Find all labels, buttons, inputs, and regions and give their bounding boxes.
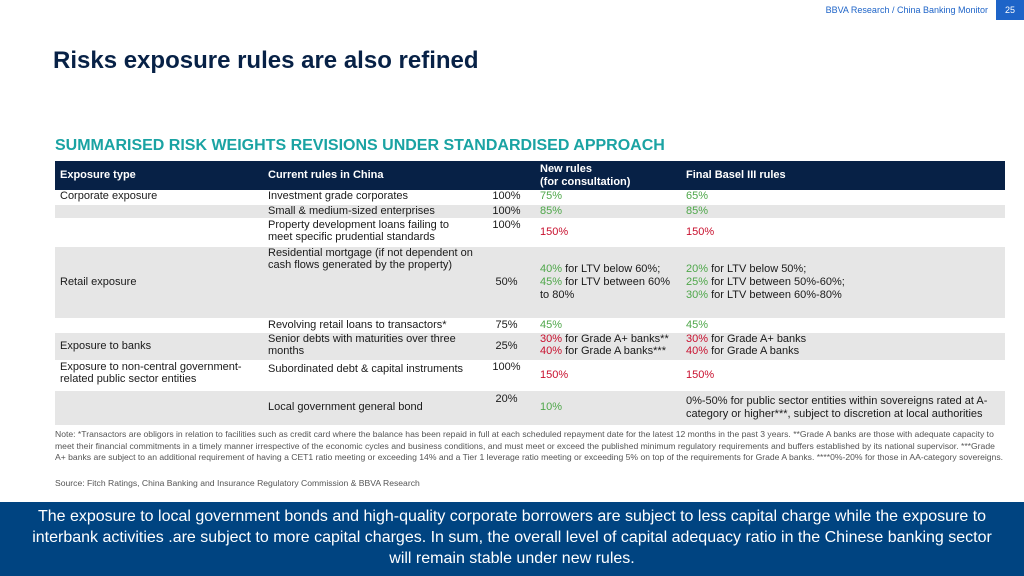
- final-rule-cell: 65%: [681, 190, 1005, 205]
- new-rule-text: to 80%: [540, 288, 575, 301]
- current-weight-cell: 100%: [478, 218, 535, 247]
- table-row: Property development loans failing to me…: [55, 218, 1005, 247]
- new-rule-text: for LTV below 60%;: [562, 263, 661, 276]
- table-header-row: Exposure type Current rules in China New…: [55, 161, 1005, 191]
- new-rule-cell: 30% for Grade A+ banks** 40% for Grade A…: [535, 332, 681, 361]
- header-new-rules-line2: (for consultation): [540, 175, 631, 188]
- footnote: Note: *Transactors are obligors in relat…: [55, 429, 1004, 463]
- table-row: Local government general bond 20% 10% 0%…: [55, 390, 1005, 426]
- new-rule-cell: 150%: [535, 218, 681, 247]
- final-rule-pct: 30%: [686, 288, 709, 301]
- current-weight-cell: 50%: [478, 246, 535, 319]
- final-rule-cell: 45%: [681, 318, 1005, 333]
- header-final-basel: Final Basel III rules: [681, 161, 1005, 191]
- new-rule-pct: 45%: [540, 275, 563, 288]
- page-title: Risks exposure rules are also refined: [53, 47, 479, 74]
- table-row: Exposure to non-central government-relat…: [55, 360, 1005, 391]
- header-new-rules-line1: New rules: [540, 163, 592, 175]
- current-weight-cell: 100%: [478, 204, 535, 219]
- current-rule-cell: Residential mortgage (if not dependent o…: [263, 246, 478, 319]
- page-number: 25: [996, 0, 1024, 20]
- final-rule-pct: 40%: [686, 345, 709, 358]
- new-rule-cell: 75%: [535, 190, 681, 205]
- current-rule-cell: Local government general bond: [263, 390, 478, 426]
- new-rule-cell: 150%: [535, 360, 681, 391]
- new-rule-cell: 10%: [535, 390, 681, 426]
- new-rule-text: for Grade A banks***: [562, 345, 666, 358]
- header-exposure-type: Exposure type: [55, 161, 263, 191]
- section-title: SUMMARISED RISK WEIGHTS REVISIONS UNDER …: [55, 137, 665, 154]
- new-rule-pct: 30%: [540, 332, 563, 345]
- exposure-cell: [55, 390, 263, 426]
- current-rule-cell: Small & medium-sized enterprises: [263, 204, 478, 219]
- final-rule-text: for LTV between 50%-60%;: [708, 275, 845, 288]
- header-current-rules: Current rules in China: [263, 161, 535, 191]
- new-rule-pct: 40%: [540, 345, 563, 358]
- new-rule-text: for Grade A+ banks**: [562, 332, 669, 345]
- exposure-cell: Corporate exposure: [55, 190, 263, 205]
- final-rule-pct: 30%: [686, 332, 709, 345]
- risk-weights-table: Exposure type Current rules in China New…: [55, 161, 1005, 426]
- new-rule-text: for LTV between 60%: [562, 275, 671, 288]
- table-row: Retail exposure Residential mortgage (if…: [55, 246, 1005, 319]
- new-rule-cell: 85%: [535, 204, 681, 219]
- current-rule-cell: Senior debts with maturities over three …: [263, 332, 478, 361]
- current-weight-cell: 100%: [478, 360, 535, 391]
- new-rule-cell: 45%: [535, 318, 681, 333]
- final-rule-cell: 85%: [681, 204, 1005, 219]
- final-rule-cell: 0%-50% for public sector entities within…: [681, 390, 1005, 426]
- final-rule-cell: 20% for LTV below 50%; 25% for LTV betwe…: [681, 246, 1005, 319]
- header-new-rules: New rules (for consultation): [535, 161, 681, 191]
- exposure-cell: Exposure to non-central government-relat…: [55, 360, 263, 391]
- current-rule-cell: Subordinated debt & capital instruments: [263, 360, 478, 391]
- final-rule-text: for Grade A+ banks: [708, 332, 807, 345]
- exposure-cell: [55, 318, 263, 333]
- top-header: BBVA Research / China Banking Monitor 25: [826, 0, 1024, 20]
- current-weight-cell: 100%: [478, 190, 535, 205]
- table-row: Revolving retail loans to transactors* 7…: [55, 318, 1005, 333]
- current-rule-cell: Investment grade corporates: [263, 190, 478, 205]
- table-row: Exposure to banks Senior debts with matu…: [55, 332, 1005, 361]
- final-rule-pct: 20%: [686, 263, 709, 276]
- exposure-cell: [55, 204, 263, 219]
- exposure-cell: Exposure to banks: [55, 332, 263, 361]
- final-rule-cell: 150%: [681, 360, 1005, 391]
- final-rule-text: for Grade A banks: [708, 345, 800, 358]
- table-row: Small & medium-sized enterprises 100% 85…: [55, 204, 1005, 219]
- final-rule-text: for LTV below 50%;: [708, 263, 807, 276]
- current-weight-cell: 25%: [478, 332, 535, 361]
- current-rule-cell: Property development loans failing to me…: [263, 218, 478, 247]
- final-rule-pct: 25%: [686, 275, 709, 288]
- source-line: Source: Fitch Ratings, China Banking and…: [55, 478, 420, 488]
- summary-banner: The exposure to local government bonds a…: [0, 502, 1024, 576]
- final-rule-cell: 150%: [681, 218, 1005, 247]
- final-rule-cell: 30% for Grade A+ banks 40% for Grade A b…: [681, 332, 1005, 361]
- exposure-cell: Retail exposure: [55, 246, 263, 319]
- new-rule-cell: 40% for LTV below 60%; 45% for LTV betwe…: [535, 246, 681, 319]
- header-source: BBVA Research / China Banking Monitor: [825, 5, 988, 15]
- exposure-cell: [55, 218, 263, 247]
- current-rule-cell: Revolving retail loans to transactors*: [263, 318, 478, 333]
- current-weight-cell: 20%: [478, 390, 535, 426]
- table-row: Corporate exposure Investment grade corp…: [55, 190, 1005, 205]
- current-weight-cell: 75%: [478, 318, 535, 333]
- final-rule-text: for LTV between 60%-80%: [708, 288, 842, 301]
- new-rule-pct: 40%: [540, 263, 563, 276]
